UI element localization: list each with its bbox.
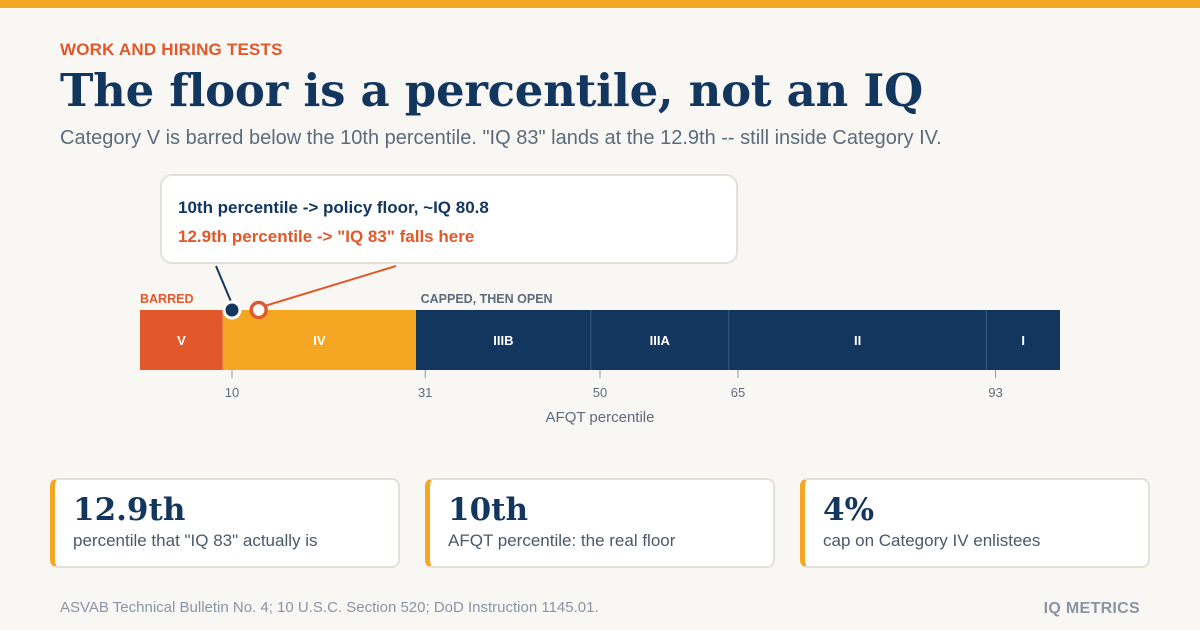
stat-label: cap on Category IV enlistees bbox=[823, 531, 1041, 550]
page-title: The floor is a percentile, not an IQ bbox=[60, 64, 923, 117]
callout-floor-note: 10th percentile -> policy floor, ~IQ 80.… bbox=[178, 198, 489, 217]
tick-label: 93 bbox=[988, 385, 1002, 400]
stat-label: AFQT percentile: the real floor bbox=[448, 531, 676, 550]
stat-card-cap: 4% cap on Category IV enlistees bbox=[800, 478, 1150, 568]
segment-iiia bbox=[590, 310, 729, 370]
tick-label: 65 bbox=[731, 385, 745, 400]
source-note: ASVAB Technical Bulletin No. 4; 10 U.S.C… bbox=[60, 599, 599, 616]
stat-value: 12.9th bbox=[73, 492, 186, 528]
stat-card-floor: 10th AFQT percentile: the real floor bbox=[425, 478, 775, 568]
stat-value: 10th bbox=[448, 492, 528, 528]
annotation-callout: 10th percentile -> policy floor, ~IQ 80.… bbox=[160, 174, 738, 264]
page-subtitle: Category V is barred below the 10th perc… bbox=[60, 127, 942, 149]
segment-i bbox=[986, 310, 1060, 370]
segment-label: V bbox=[177, 333, 186, 348]
callout-iq83-note: 12.9th percentile -> "IQ 83" falls here bbox=[178, 227, 475, 246]
segment-v bbox=[140, 310, 223, 370]
stat-label: percentile that "IQ 83" actually is bbox=[73, 531, 318, 550]
segment-label: IV bbox=[313, 333, 326, 348]
tick-label: 10 bbox=[225, 385, 239, 400]
x-axis-label: AFQT percentile bbox=[546, 409, 655, 426]
stat-value: 4% bbox=[823, 492, 875, 528]
group-label: BARRED bbox=[140, 292, 193, 306]
eyebrow-label: WORK AND HIRING TESTS bbox=[60, 40, 283, 59]
tick-label: 31 bbox=[418, 385, 432, 400]
marker-policy-floor bbox=[222, 300, 242, 320]
segment-label: IIIA bbox=[650, 333, 671, 348]
segment-iv bbox=[222, 310, 416, 370]
leader-line-iq83 bbox=[264, 265, 397, 307]
marker-iq83 bbox=[249, 300, 268, 320]
segment-label: I bbox=[1021, 333, 1025, 348]
segment-ii bbox=[728, 310, 987, 370]
tick-label: 50 bbox=[593, 385, 607, 400]
segment-label: IIIB bbox=[493, 333, 513, 348]
segment-label: II bbox=[854, 333, 861, 348]
leader-line-floor bbox=[215, 265, 233, 305]
brand-logo-text: IQ METRICS bbox=[1043, 600, 1140, 617]
segment-iiib bbox=[416, 310, 591, 370]
group-label: CAPPED, THEN OPEN bbox=[421, 292, 553, 306]
stat-card-iq83: 12.9th percentile that "IQ 83" actually … bbox=[50, 478, 400, 568]
top-accent-bar bbox=[0, 0, 1200, 8]
